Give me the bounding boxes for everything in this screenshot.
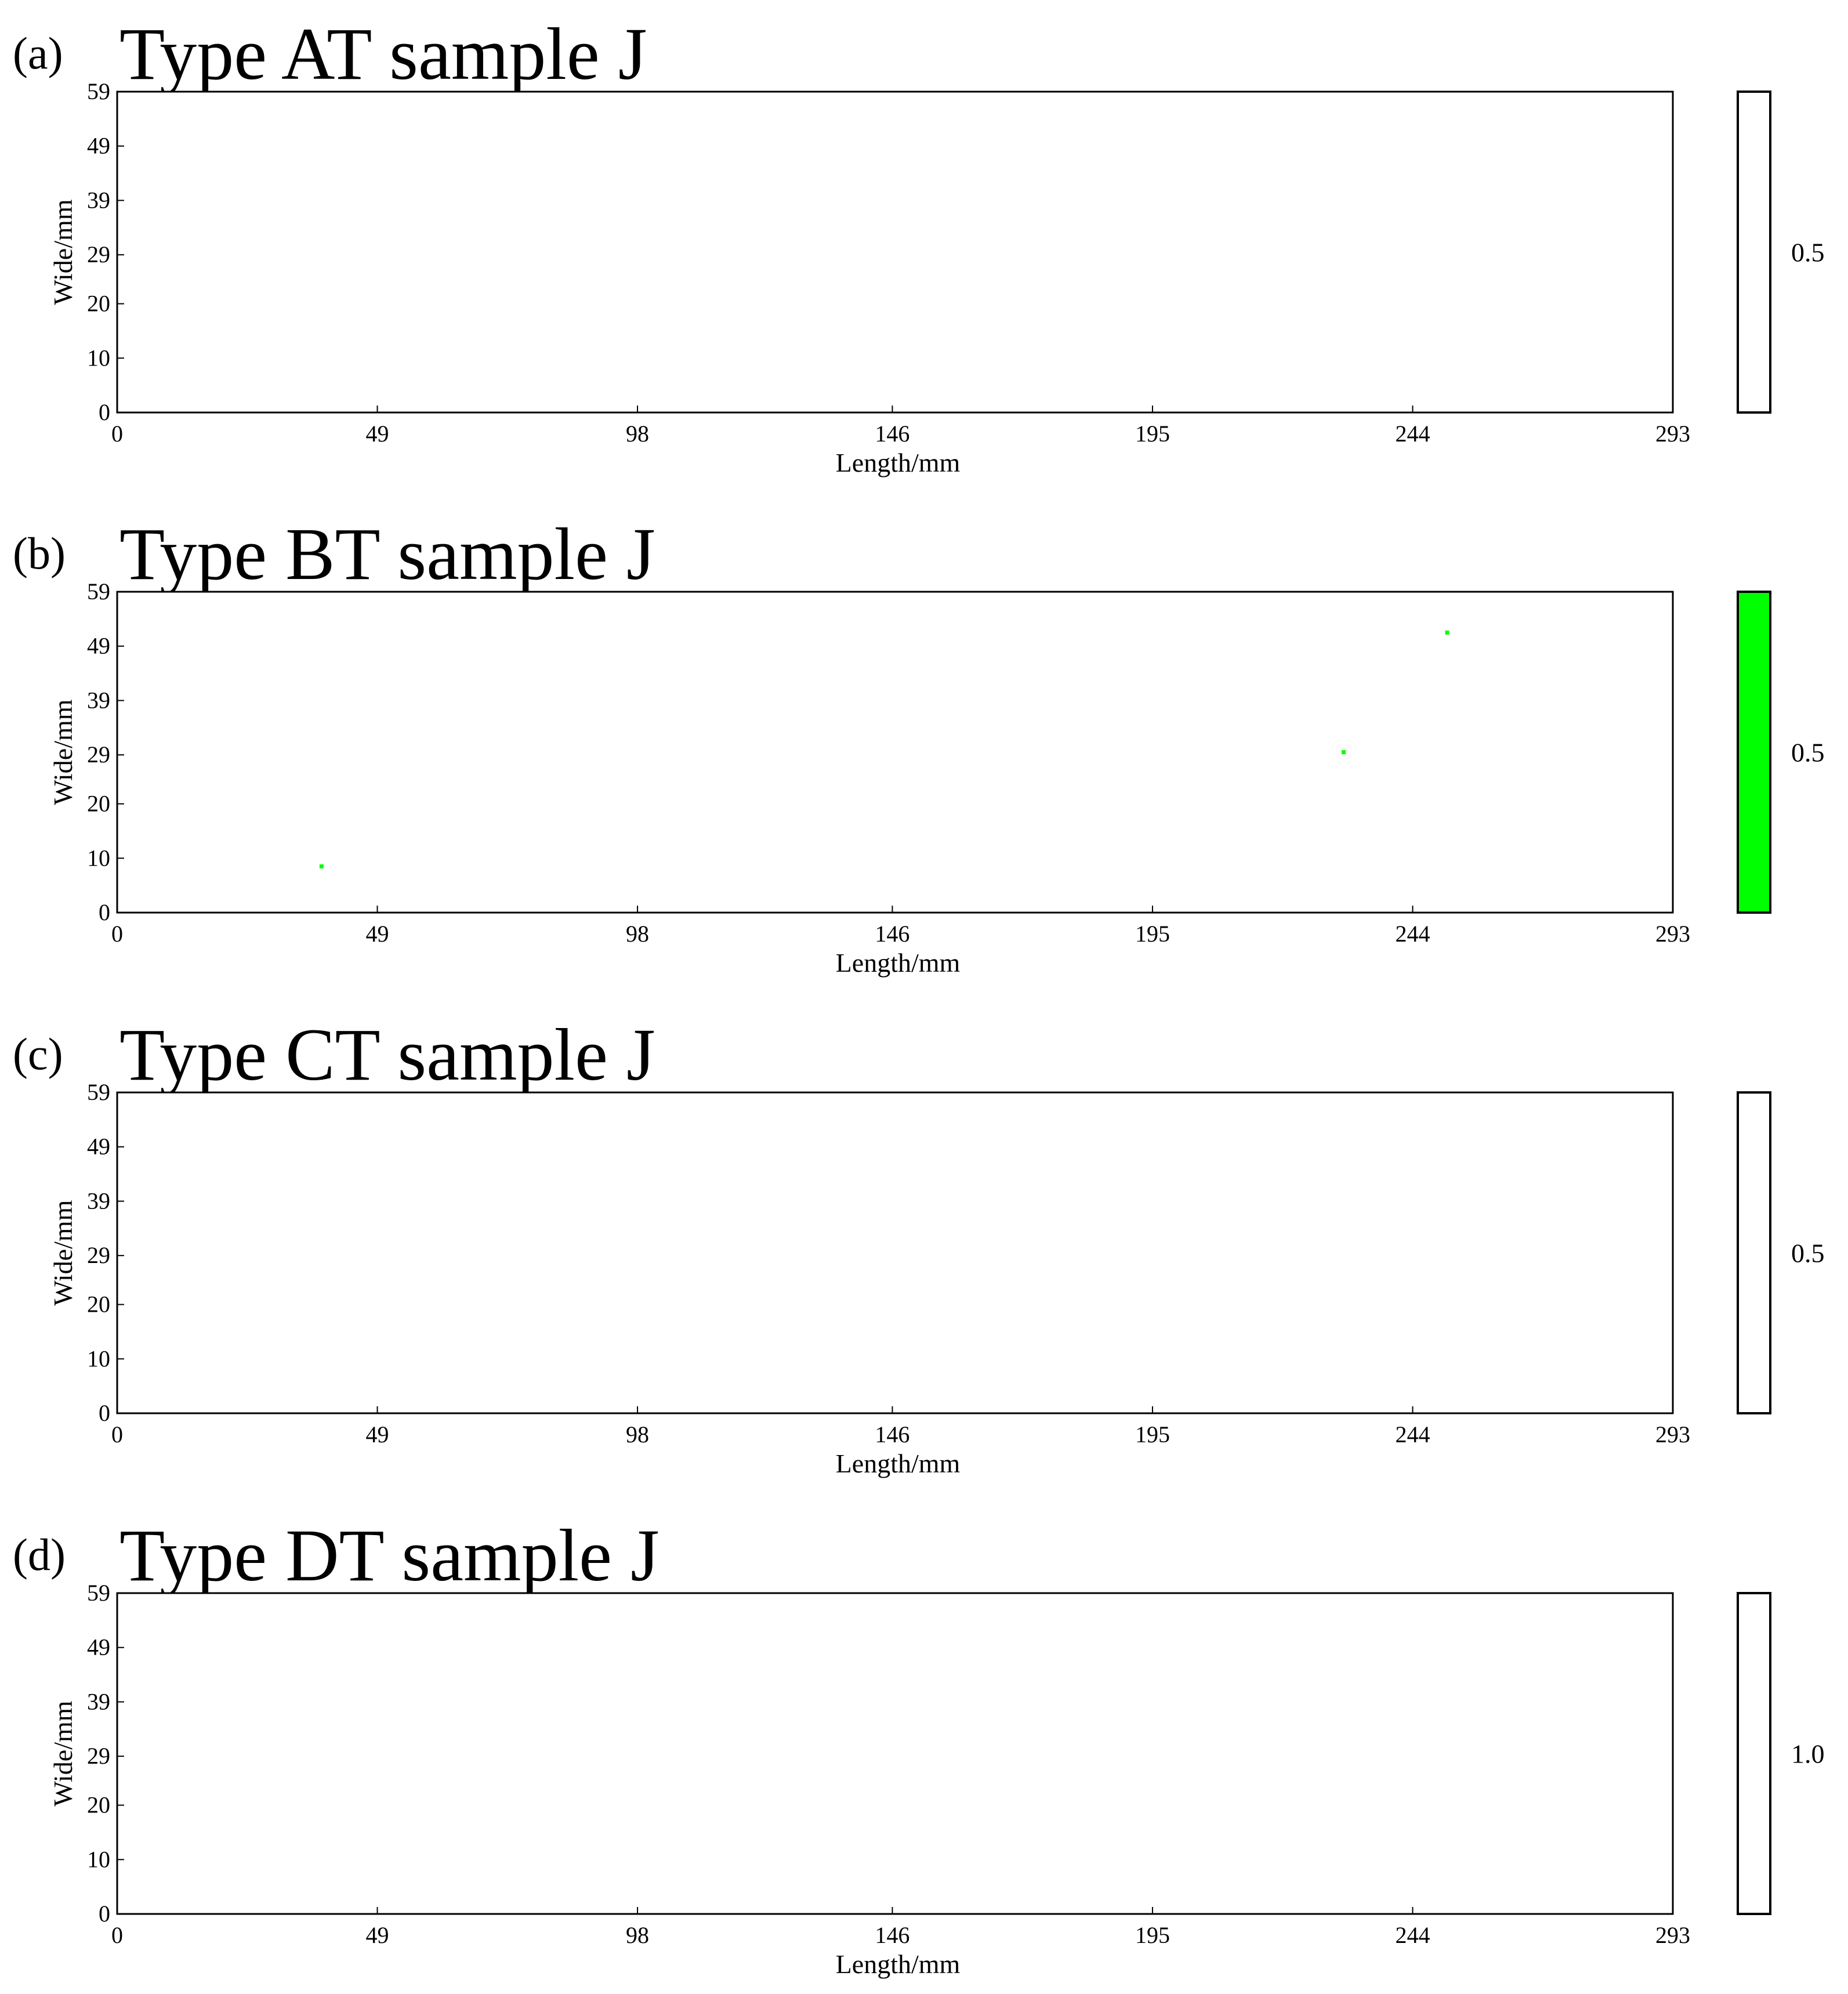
y-tick-label: 59: [87, 578, 110, 605]
x-tick-label: 98: [626, 421, 649, 447]
y-tick-label: 29: [87, 241, 110, 267]
colorbar: [1737, 1592, 1771, 1915]
y-tick-label: 29: [87, 1242, 110, 1268]
colorbar-tick-label: 1.0: [1791, 1739, 1825, 1769]
plot-area: [116, 1091, 1674, 1414]
x-tick-label: 98: [626, 921, 649, 947]
y-tick-label: 29: [87, 1743, 110, 1769]
colorbar: [1737, 591, 1771, 914]
x-tick-label: 98: [626, 1421, 649, 1447]
x-tick-label: 244: [1395, 1421, 1430, 1447]
y-tick-label: 39: [87, 1688, 110, 1714]
panel-label: (c): [13, 1029, 63, 1079]
plot-area: [116, 591, 1674, 914]
plot-area: [116, 91, 1674, 414]
chart-title: Type BT sample J: [119, 513, 655, 595]
x-tick-label: 0: [111, 421, 123, 447]
y-tick-label: 20: [87, 1792, 110, 1818]
chart-title: Type AT sample J: [119, 13, 647, 95]
x-tick-label: 0: [111, 921, 123, 947]
y-tick-label: 0: [99, 399, 110, 425]
x-tick-label: 49: [366, 1421, 389, 1447]
x-tick-label: 146: [875, 421, 909, 447]
x-tick-label: 195: [1135, 921, 1170, 947]
y-tick-label: 10: [87, 1345, 110, 1371]
y-tick-label: 0: [99, 1901, 110, 1927]
x-tick-label: 146: [875, 1922, 909, 1948]
x-tick-label: 0: [111, 1922, 123, 1948]
y-tick-label: 49: [87, 1634, 110, 1660]
y-tick-label: 39: [87, 187, 110, 213]
plot-area: [116, 1592, 1674, 1915]
colorbar: [1737, 1091, 1771, 1414]
x-tick-label: 146: [875, 921, 909, 947]
y-tick-label: 20: [87, 1291, 110, 1318]
x-axis-label: Length/mm: [836, 1949, 961, 1979]
chart-panel-b: (b) Type BT sample J 0 49 98 146 195 244 293 0 10 2…: [13, 513, 1825, 978]
x-tick-label: 146: [875, 1421, 909, 1447]
y-axis-label: Wide/mm: [48, 699, 78, 805]
x-tick-label: 195: [1135, 421, 1170, 447]
y-tick-label: 49: [87, 633, 110, 659]
chart-panel-a: (a) Type AT sample J 0 49 98 146 195 244 293 0 10 2…: [13, 13, 1825, 477]
chart-panel-d: (d) Type DT sample J 0 49 98 146 195 244 293 0 10 2…: [13, 1514, 1825, 1979]
y-tick-label: 20: [87, 791, 110, 817]
x-axis-label: Length/mm: [836, 448, 961, 477]
y-tick-label: 49: [87, 133, 110, 159]
chart-panel-c: (c) Type CT sample J 0 49 98 146 195 244 293 0 10 2…: [13, 1014, 1825, 1478]
y-tick-label: 59: [87, 1580, 110, 1606]
y-tick-label: 59: [87, 1079, 110, 1105]
x-tick-label: 49: [366, 421, 389, 447]
y-tick-label: 10: [87, 845, 110, 871]
panel-label: (d): [13, 1529, 66, 1580]
data-point: [319, 864, 324, 868]
y-tick-label: 49: [87, 1134, 110, 1160]
x-tick-label: 293: [1655, 421, 1690, 447]
x-tick-label: 195: [1135, 1922, 1170, 1948]
colorbar-tick-label: 0.5: [1791, 738, 1825, 768]
x-tick-label: 195: [1135, 1421, 1170, 1447]
y-tick-label: 39: [87, 1188, 110, 1214]
x-axis-label: Length/mm: [836, 948, 961, 978]
x-tick-label: 98: [626, 1922, 649, 1948]
colorbar: [1737, 91, 1771, 414]
x-tick-label: 293: [1655, 1922, 1690, 1948]
y-axis-label: Wide/mm: [48, 199, 78, 305]
x-axis-label: Length/mm: [836, 1449, 961, 1478]
x-tick-label: 293: [1655, 921, 1690, 947]
panel-label: (a): [13, 28, 63, 78]
x-tick-label: 0: [111, 1421, 123, 1447]
y-tick-label: 20: [87, 291, 110, 317]
x-tick-label: 293: [1655, 1421, 1690, 1447]
y-tick-label: 39: [87, 687, 110, 713]
panel-label: (b): [13, 528, 66, 578]
y-tick-label: 29: [87, 741, 110, 768]
colorbar-tick-label: 0.5: [1791, 1239, 1825, 1268]
x-tick-label: 49: [366, 1922, 389, 1948]
chart-title: Type DT sample J: [119, 1514, 660, 1597]
chart-title: Type CT sample J: [119, 1014, 655, 1096]
y-tick-label: 0: [99, 899, 110, 925]
y-axis-label: Wide/mm: [48, 1700, 78, 1806]
data-point: [1445, 630, 1450, 635]
x-tick-label: 244: [1395, 921, 1430, 947]
y-tick-label: 59: [87, 78, 110, 104]
colorbar-tick-label: 0.5: [1791, 238, 1825, 267]
x-tick-label: 244: [1395, 1922, 1430, 1948]
y-tick-label: 0: [99, 1400, 110, 1426]
x-tick-label: 244: [1395, 421, 1430, 447]
x-tick-label: 49: [366, 921, 389, 947]
y-axis-label: Wide/mm: [48, 1200, 78, 1305]
y-tick-label: 10: [87, 345, 110, 371]
data-point: [1341, 750, 1346, 754]
y-tick-label: 10: [87, 1846, 110, 1872]
